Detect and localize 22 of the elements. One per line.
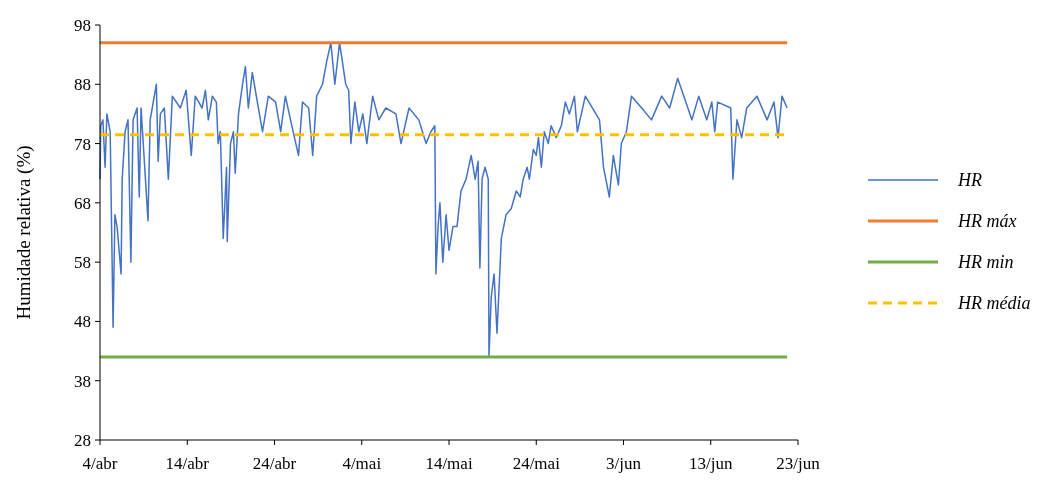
x-tick-label: 14/abr xyxy=(165,454,210,473)
legend-label: HR min xyxy=(957,252,1014,273)
x-tick-label: 4/abr xyxy=(82,454,118,473)
y-tick-label: 28 xyxy=(74,430,91,450)
y-tick-label: 98 xyxy=(74,15,91,35)
y-tick-label: 48 xyxy=(74,312,91,332)
y-axis-title: Humidade relativa (%) xyxy=(13,145,35,320)
legend-label: HR xyxy=(957,170,982,191)
y-tick-label: 68 xyxy=(74,193,91,213)
x-tick-label: 24/mai xyxy=(512,454,561,473)
x-tick-label: 23/jun xyxy=(776,454,821,473)
x-tick-label: 13/jun xyxy=(689,454,733,473)
y-tick-label: 88 xyxy=(74,75,91,95)
x-tick-label: 4/mai xyxy=(342,454,382,473)
legend-label: HR máx xyxy=(957,211,1017,232)
y-tick-label: 78 xyxy=(74,134,91,154)
legend-label: HR média xyxy=(957,293,1031,314)
y-tick-label: 58 xyxy=(74,253,91,273)
x-tick-label: 24/abr xyxy=(252,454,297,473)
x-tick-label: 14/mai xyxy=(425,454,473,473)
y-tick-label: 38 xyxy=(74,371,91,391)
x-tick-label: 3/jun xyxy=(606,454,642,473)
